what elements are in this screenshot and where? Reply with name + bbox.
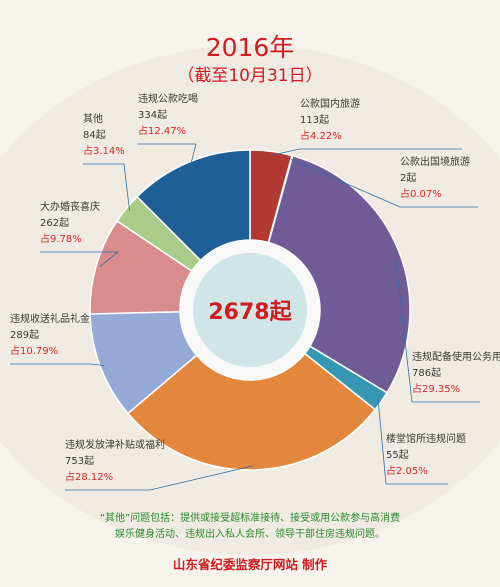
chart-title: 2016年	[206, 33, 295, 62]
label-percent-allowances: 占28.12%	[65, 470, 113, 483]
leader-line-overseas-travel	[291, 159, 478, 208]
leader-line-gifts	[10, 363, 105, 366]
leader-line-buildings	[377, 399, 448, 485]
label-percent-dining: 占12.47%	[138, 124, 186, 137]
source-credit: 山东省纪委监察厅网站 制作	[173, 557, 328, 572]
label-percent-official-car: 占29.35%	[412, 382, 460, 395]
label-name-gifts: 违规收送礼品礼金	[10, 312, 90, 325]
label-value-overseas-travel: 2起	[400, 172, 416, 184]
label-name-buildings: 楼堂馆所违规问题	[386, 432, 466, 445]
leader-line-domestic-travel	[270, 148, 462, 156]
label-percent-domestic-travel: 占4.22%	[300, 129, 342, 142]
label-percent-overseas-travel: 占0.07%	[400, 187, 442, 200]
leader-line-official-car	[394, 252, 480, 403]
label-value-domestic-travel: 113起	[300, 114, 329, 126]
leader-line-other	[83, 163, 130, 211]
label-percent-buildings: 占2.05%	[386, 464, 428, 477]
label-name-domestic-travel: 公款国内旅游	[300, 97, 360, 110]
label-name-weddings-funerals: 大办婚丧喜庆	[40, 200, 100, 213]
label-value-buildings: 55起	[386, 449, 409, 461]
label-percent-weddings-funerals: 占9.78%	[40, 232, 82, 245]
label-value-other: 84起	[83, 129, 106, 141]
label-name-other: 其他	[83, 112, 103, 125]
total-count: 2678起	[208, 300, 292, 325]
label-name-official-car: 违规配备使用公务用车	[412, 350, 500, 363]
label-value-gifts: 289起	[10, 329, 39, 341]
leader-line-weddings-funerals	[40, 251, 120, 267]
label-percent-gifts: 占10.79%	[10, 344, 58, 357]
label-value-dining: 334起	[138, 109, 167, 121]
label-name-overseas-travel: 公款出国境旅游	[400, 155, 470, 168]
leader-line-allowances	[65, 465, 253, 491]
pie-slices	[89, 149, 411, 471]
center-disc	[193, 253, 307, 367]
label-value-allowances: 753起	[65, 455, 94, 467]
label-value-weddings-funerals: 262起	[40, 217, 69, 229]
label-name-allowances: 违规发放津补贴或福利	[65, 438, 165, 451]
footnote-line-2: 娱乐健身活动、违规出入私人会所、领导干部住房违规问题。	[115, 527, 385, 540]
chart-subtitle: （截至10月31日）	[177, 66, 322, 86]
label-name-dining: 违规公款吃喝	[138, 92, 198, 105]
leader-line-dining	[138, 143, 197, 166]
footnote-line-1: “其他”问题包括：提供或接受超标准接待、接受或用公款参与高消费	[100, 511, 400, 524]
label-value-official-car: 786起	[412, 367, 441, 379]
label-percent-other: 占3.14%	[83, 144, 125, 157]
